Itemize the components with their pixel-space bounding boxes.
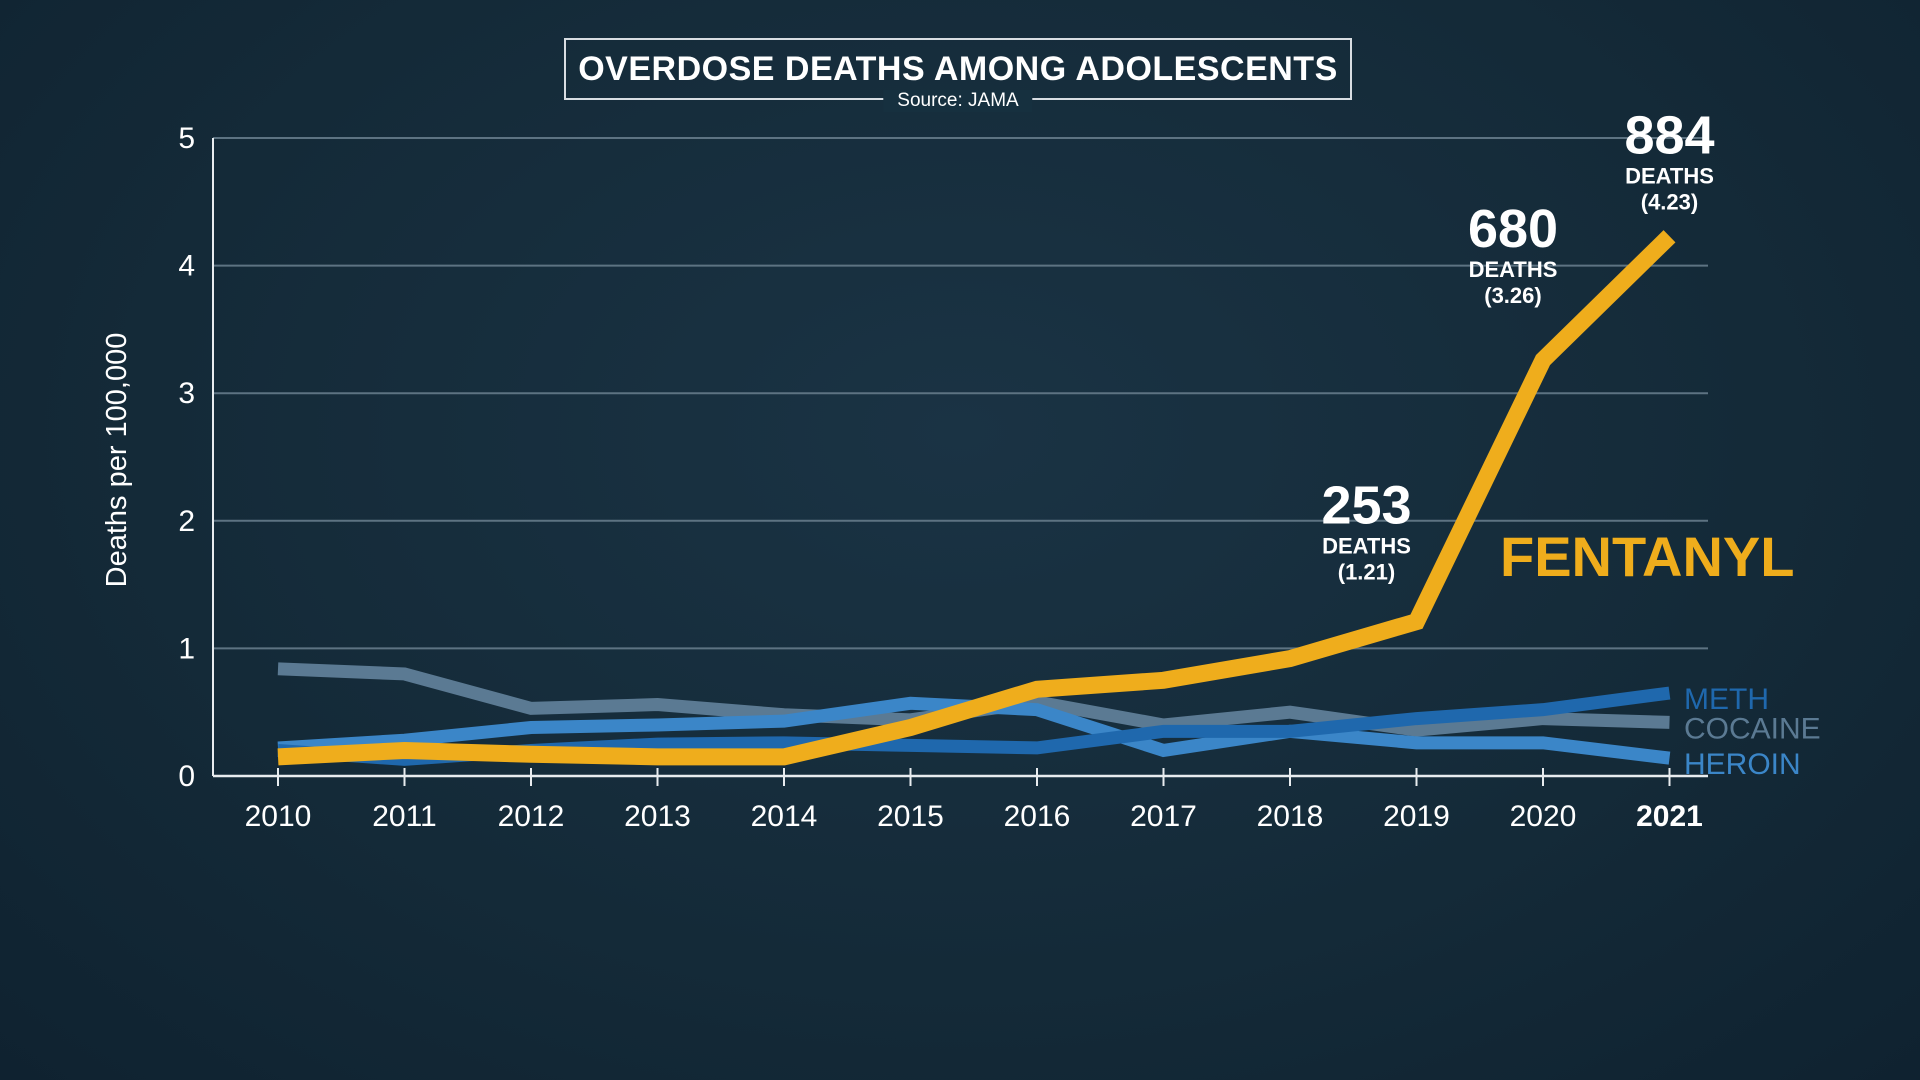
x-tick-label: 2018	[1257, 800, 1324, 833]
y-tick-label: 5	[178, 122, 195, 155]
series-label-fentanyl: FENTANYL	[1500, 525, 1795, 588]
chart-title: OVERDOSE DEATHS AMONG ADOLESCENTS	[578, 50, 1338, 88]
series-line-fentanyl	[277, 230, 1676, 766]
x-tick-label: 2016	[1004, 800, 1071, 833]
x-tick-label: 2015	[877, 800, 944, 833]
x-tick-label: 2020	[1510, 800, 1577, 833]
y-tick-label: 2	[178, 505, 195, 538]
annotation-unit: DEATHS	[1469, 257, 1558, 282]
annotation-rate: (3.26)	[1484, 283, 1541, 308]
x-tick-label: 2011	[372, 800, 437, 833]
y-tick-label: 3	[178, 377, 195, 410]
x-tick-label: 2017	[1130, 800, 1197, 833]
annotation-count: 884	[1624, 105, 1714, 165]
y-axis-label: Deaths per 100,000	[101, 333, 133, 588]
chart-title-box: OVERDOSE DEATHS AMONG ADOLESCENTS Source…	[564, 38, 1352, 112]
y-tick-label: 0	[178, 760, 195, 793]
x-tick-label: 2013	[624, 800, 691, 833]
y-tick-label: 1	[178, 632, 195, 665]
annotation-rate: (4.23)	[1641, 189, 1698, 214]
x-tick-label: 2021	[1636, 800, 1703, 833]
x-tick-label: 2012	[498, 800, 565, 833]
annotation-unit: DEATHS	[1625, 163, 1714, 188]
y-tick-label: 4	[178, 250, 195, 283]
x-tick-label: 2010	[245, 800, 312, 833]
series-label-heroin: HEROIN	[1684, 748, 1801, 781]
x-tick-label: 2014	[751, 800, 818, 833]
annotation-unit: DEATHS	[1322, 534, 1411, 559]
series-label-cocaine: COCAINE	[1684, 712, 1821, 745]
chart-source: Source: JAMA	[883, 90, 1033, 112]
series-label-meth: METH	[1684, 683, 1769, 716]
x-tick-label: 2019	[1383, 800, 1450, 833]
annotation-rate: (1.21)	[1338, 560, 1395, 585]
annotation-count: 680	[1468, 199, 1558, 259]
annotation-count: 253	[1321, 476, 1411, 536]
